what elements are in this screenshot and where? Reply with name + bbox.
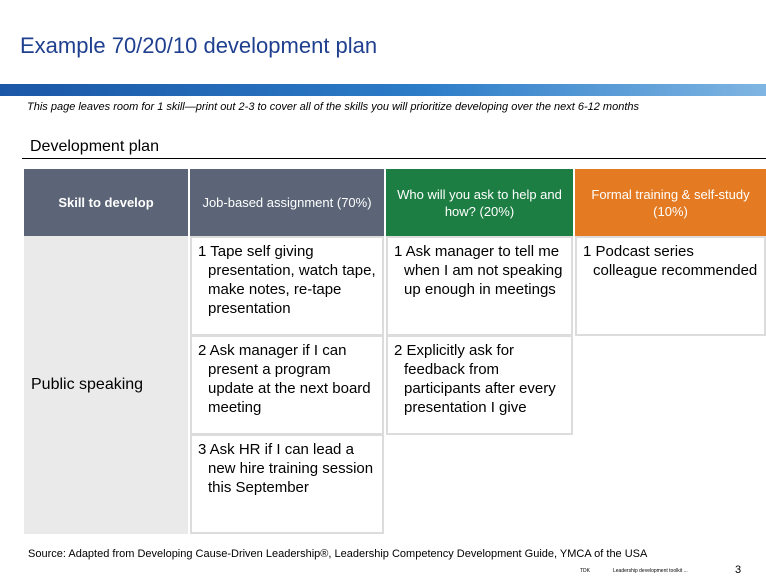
formal-item-1: 1 Podcast series colleague recommended bbox=[575, 236, 766, 336]
header-formal-training: Formal training & self-study (10%) bbox=[575, 169, 766, 236]
header-job-based: Job-based assignment (70%) bbox=[190, 169, 384, 236]
job-item-3: 3 Ask HR if I can lead a new hire traini… bbox=[190, 434, 384, 534]
page-title: Example 70/20/10 development plan bbox=[20, 33, 378, 58]
header-who-help: Who will you ask to help and how? (20%) bbox=[386, 169, 573, 236]
job-item-2: 2 Ask manager if I can present a program… bbox=[190, 335, 384, 435]
header-skill: Skill to develop bbox=[24, 169, 188, 236]
job-item-2-text: 2 Ask manager if I can present a program… bbox=[198, 342, 371, 416]
skill-name: Public speaking bbox=[31, 376, 144, 393]
job-item-1: 1 Tape self giving presentation, watch t… bbox=[190, 236, 384, 336]
footer-left: TDK bbox=[580, 568, 590, 574]
who-item-2: 2 Explicitly ask for feedback from parti… bbox=[386, 335, 573, 435]
formal-item-1-text: 1 Podcast series colleague recommended bbox=[583, 243, 758, 279]
job-item-3-text: 3 Ask HR if I can lead a new hire traini… bbox=[198, 441, 374, 496]
page-subtitle: This page leaves room for 1 skill—print … bbox=[27, 101, 640, 113]
skill-column: Public speaking bbox=[24, 236, 188, 534]
section-title: Development plan bbox=[30, 138, 159, 155]
job-item-1-text: 1 Tape self giving presentation, watch t… bbox=[198, 243, 376, 317]
title-divider bbox=[0, 84, 766, 96]
section-divider bbox=[22, 158, 766, 159]
who-item-2-text: 2 Explicitly ask for feedback from parti… bbox=[394, 342, 556, 416]
footer-right: Leadership development toolkit ... bbox=[613, 568, 688, 574]
source-note: Source: Adapted from Developing Cause-Dr… bbox=[28, 548, 648, 560]
page-number: 3 bbox=[735, 564, 742, 576]
who-item-1: 1 Ask manager to tell me when I am not s… bbox=[386, 236, 573, 336]
who-item-1-text: 1 Ask manager to tell me when I am not s… bbox=[394, 243, 563, 298]
